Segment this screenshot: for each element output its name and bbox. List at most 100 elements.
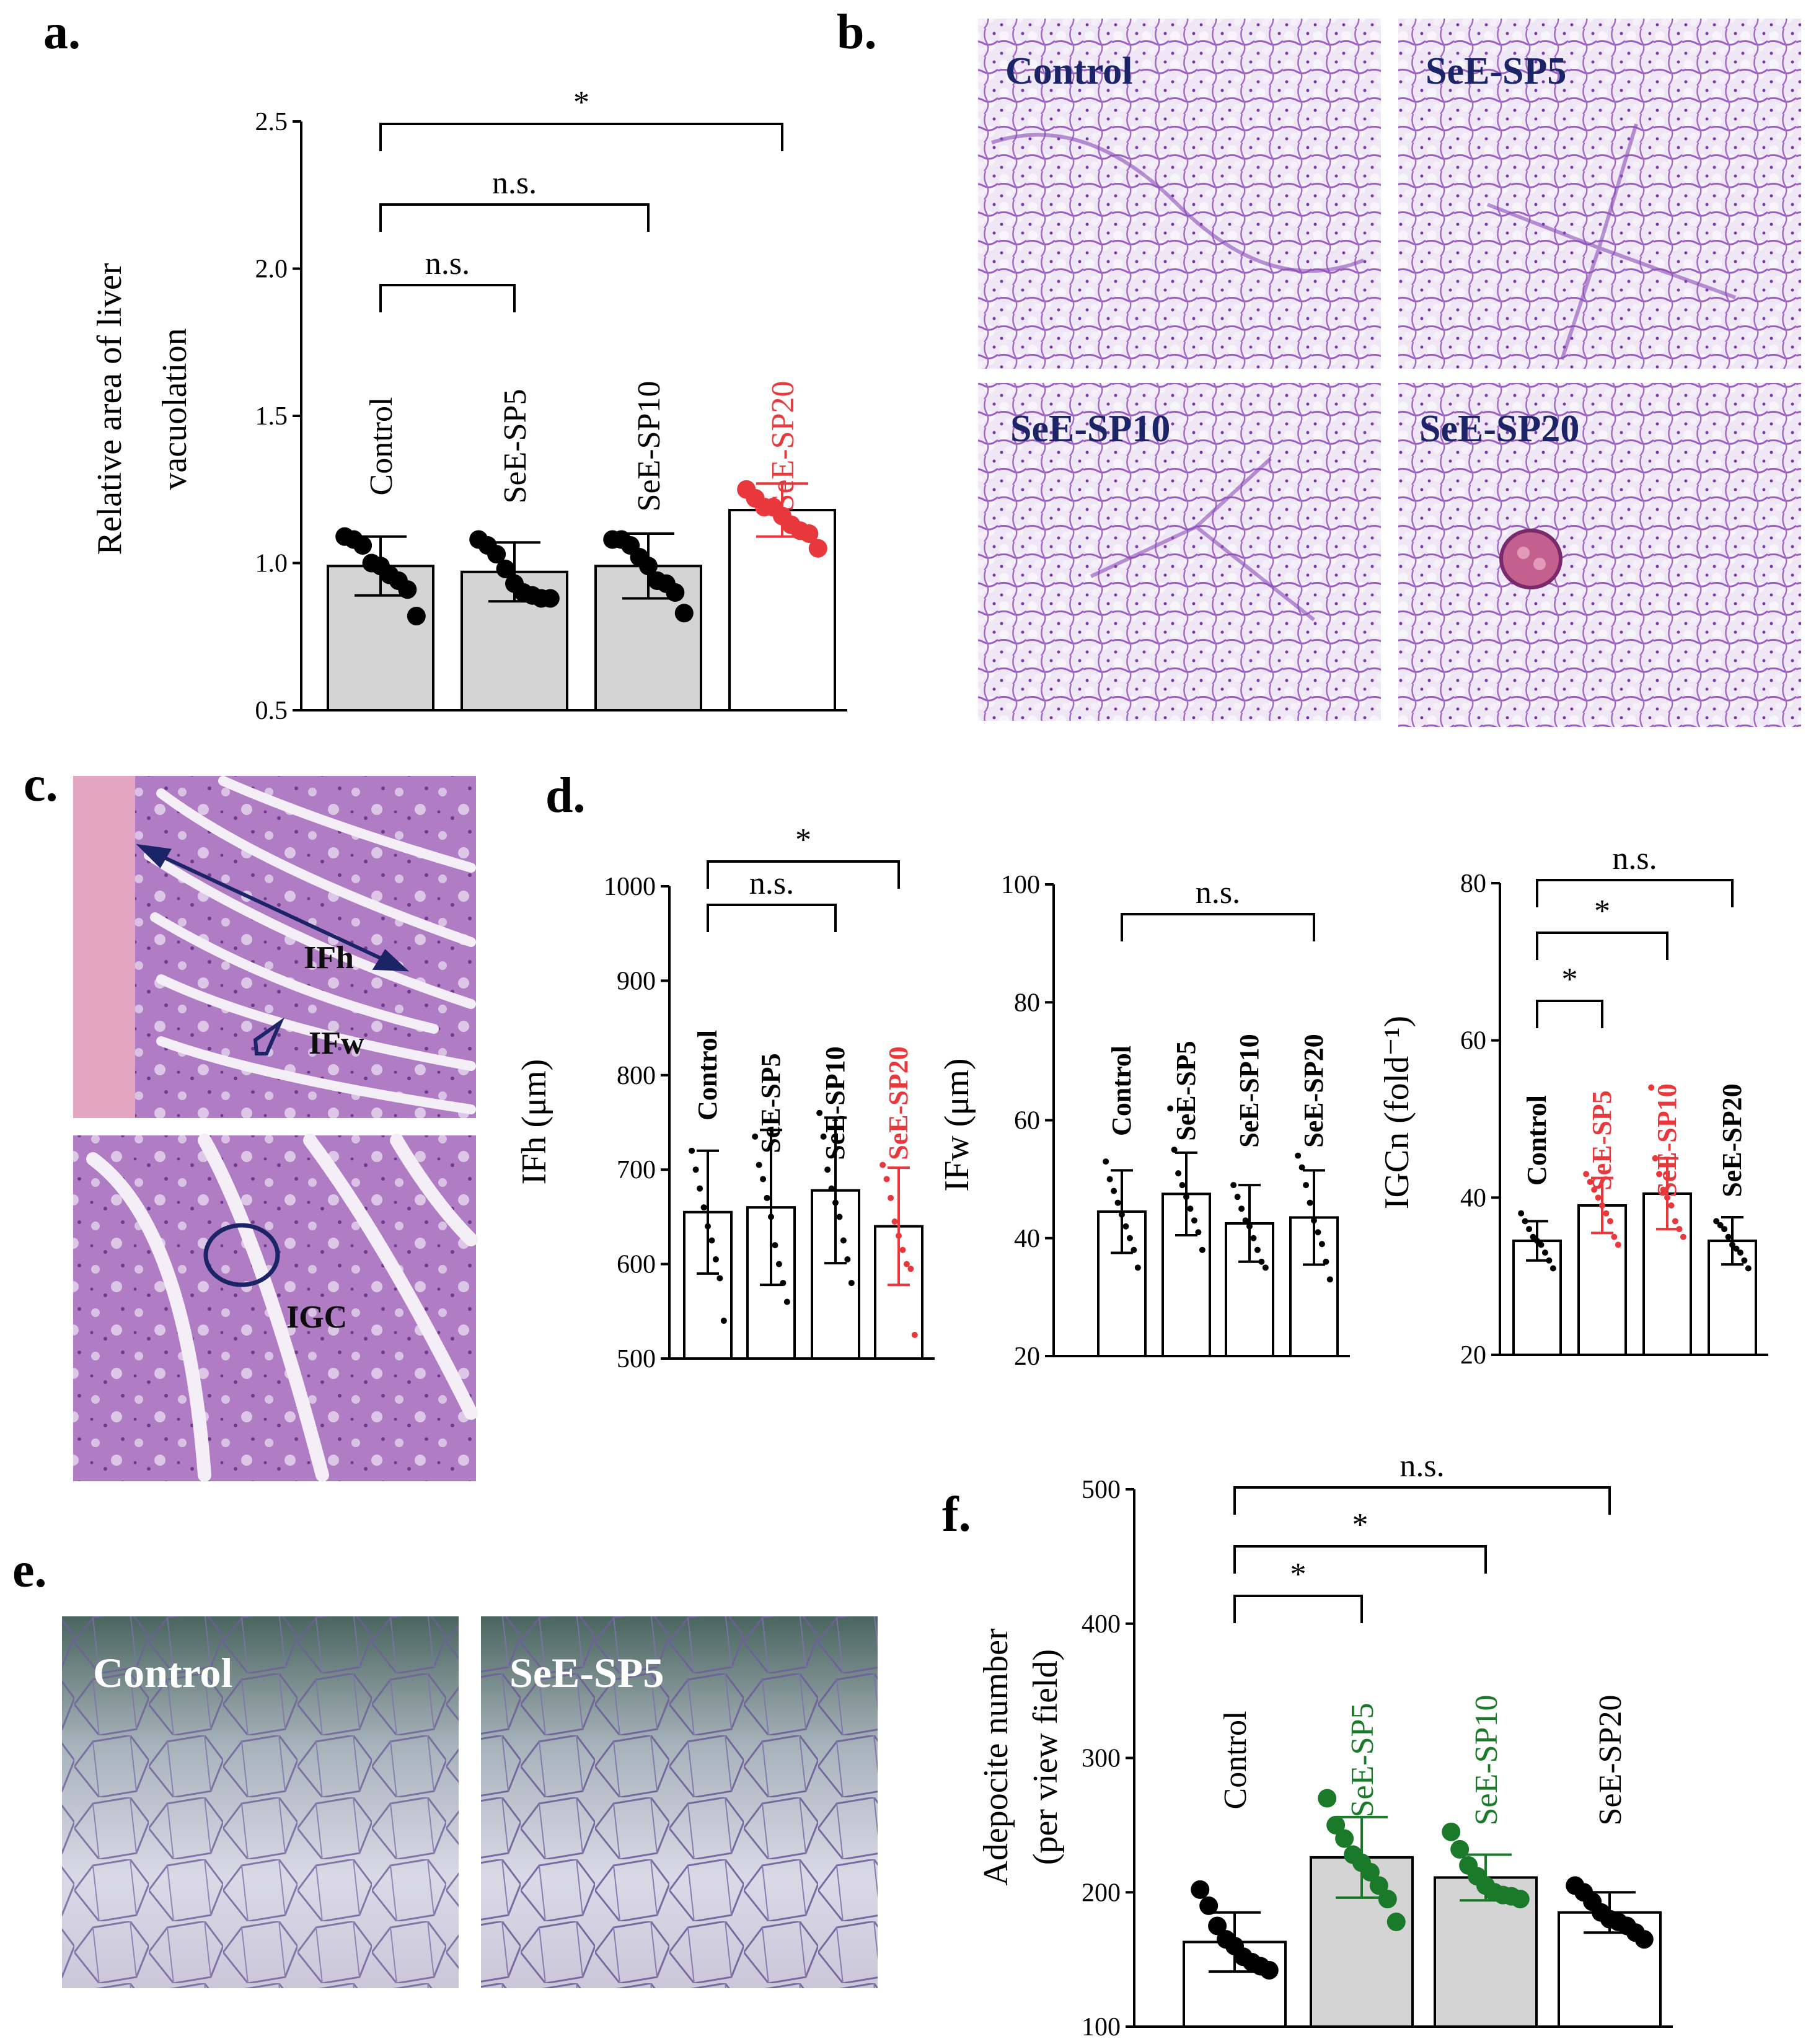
category-label: SeE-SP5 [498,389,533,504]
data-point [1737,1249,1743,1256]
category-label: SeE-SP5 [756,1053,786,1153]
data-point [820,1133,827,1140]
data-point [697,1185,703,1192]
data-point [1526,1226,1533,1233]
label-igc: IGC [286,1300,347,1335]
data-point [1122,1223,1129,1230]
significance-bracket: * [707,822,900,889]
data-point [1106,1176,1113,1183]
data-point [903,1261,910,1267]
significance-label: * [1562,962,1578,997]
y-axis-label: IGCn (fold⁻¹) [1378,1016,1416,1209]
data-point [1599,1202,1605,1209]
data-point [1733,1245,1740,1252]
data-point [1103,1158,1109,1165]
y-tick-label: 200 [1082,1879,1121,1907]
data-point [848,1280,855,1287]
significance-label: * [1594,894,1610,929]
data-point [832,1199,839,1206]
panel-label-b: b. [837,5,877,59]
data-point [1167,1105,1174,1112]
data-point [1510,1890,1530,1909]
chart-igcn: 20 40 60 80 IGCn (fold⁻¹) Control SeE-SP5 SeE-S… [1378,841,1768,1370]
y-tick-label: 700 [617,1156,656,1184]
y-tick-label: 60 [1014,1107,1040,1135]
data-point [1583,1171,1590,1178]
data-point [1230,1182,1237,1189]
data-point [1307,1199,1313,1206]
y-tick-label: 800 [617,1062,656,1090]
y-axis-label: Relative area of liver [90,263,129,555]
intestine-micrographs: IFh IFw IGC [73,776,478,1482]
liver-label-se-sp5: SeE-SP5 [1426,50,1566,92]
significance-label: * [573,85,589,120]
significance-label: n.s. [492,165,537,201]
significance-bracket: n.s. [379,165,650,232]
data-point [891,1218,898,1225]
data-point [1721,1226,1728,1233]
fat-label-se-sp5: SeE-SP5 [509,1649,664,1696]
data-point [911,1331,918,1338]
y-tick-label: 600 [617,1251,656,1279]
data-point [1179,1182,1186,1189]
data-point [1745,1265,1752,1272]
data-point [692,1166,699,1173]
micrograph-liver-se-sp20: SeE-SP20 [1398,383,1801,727]
y-tick-label: 2.5 [255,108,288,136]
y-tick-label: 500 [617,1345,656,1373]
y-tick-label: 400 [1082,1610,1121,1639]
y-tick-label: 20 [1014,1342,1040,1371]
data-point [1611,1233,1618,1240]
data-point [808,539,827,558]
y-tick-label: 80 [1460,870,1486,898]
y-axis-label: (per view field) [1026,1649,1065,1865]
chart-ifw: 20 40 60 80 100 IFw (μm) Control SeE-SP5 SeE-SP1… [938,871,1350,1371]
category-label: SeE-SP10 [820,1046,850,1160]
data-point [896,1232,902,1239]
panel-label-e: e. [12,1543,47,1598]
data-point [1729,1241,1735,1248]
data-point [1442,1822,1461,1841]
data-point [1672,1218,1678,1225]
data-point [398,580,417,599]
data-point [899,1246,906,1253]
data-point [768,1214,774,1220]
data-point [1450,1839,1470,1859]
data-point [1549,1265,1556,1272]
data-point [1664,1194,1670,1201]
significance-bracket: n.s. [1121,875,1315,941]
data-point [1262,1264,1269,1271]
significance-label: n.s. [425,246,470,281]
y-tick-label: 1.5 [255,402,288,431]
data-point [639,557,658,576]
data-point [1234,1194,1241,1200]
data-point [1518,1210,1525,1217]
category-label: SeE-SP20 [1717,1083,1747,1197]
data-point [1326,1276,1333,1283]
category-label: SeE-SP20 [883,1046,914,1160]
category-label: Control [1106,1046,1137,1136]
liver-micrographs: Control SeE-SP5 SeE-SP10 SeE-SP20 [978,19,1801,727]
data-point [1680,1233,1686,1240]
significance-label: n.s. [1399,1448,1444,1484]
error-bar [760,1129,782,1287]
data-point [816,1109,823,1116]
chart-ifh: 500 600 700 800 900 1000 IFh (μm) Control SeE-SP… [515,822,935,1373]
significance-label: * [795,822,811,858]
data-point [756,1161,762,1168]
bar [683,1210,733,1360]
significance-bracket: * [1233,1557,1363,1623]
data-point [1298,1164,1305,1171]
significance-bracket: * [1536,894,1668,960]
data-point [1183,1194,1189,1200]
data-point [1318,1789,1337,1808]
chart-adipocyte-number: 100 200 300 400 500 Adepocite number (per view… [977,1448,1673,2042]
significance-label: * [1290,1557,1307,1592]
data-point [1250,1235,1257,1241]
data-point [407,607,426,625]
significance-bracket: n.s. [1233,1448,1611,1515]
y-tick-label: 60 [1460,1027,1486,1055]
data-point [1242,1217,1249,1224]
data-point [1741,1257,1748,1264]
category-label: SeE-SP5 [1587,1090,1617,1190]
